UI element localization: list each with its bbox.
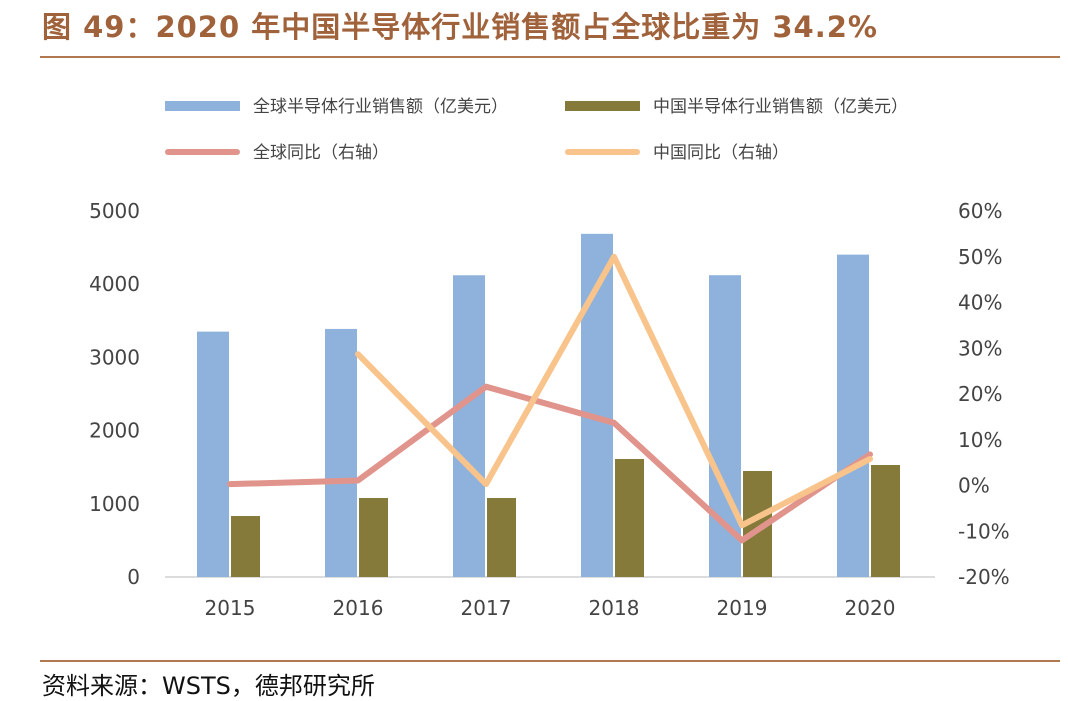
right-tick-label: -10% xyxy=(958,519,1010,543)
line-china-yoy xyxy=(355,253,873,529)
x-tick-label: 2017 xyxy=(461,596,512,620)
bar-china xyxy=(359,498,388,577)
right-tick-label: 20% xyxy=(958,382,1002,406)
bar-global xyxy=(325,328,357,577)
x-tick-label: 2020 xyxy=(845,596,896,620)
x-tick-label: 2015 xyxy=(205,596,256,620)
legend-label: 全球同比（右轴） xyxy=(253,143,389,163)
x-tick-label: 2016 xyxy=(333,596,384,620)
right-tick-label: 60% xyxy=(958,199,1002,223)
legend-label: 全球半导体行业销售额（亿美元） xyxy=(253,97,508,117)
top-divider xyxy=(40,56,1060,58)
x-tick-label: 2018 xyxy=(589,596,640,620)
left-tick-label: 3000 xyxy=(89,345,140,369)
left-tick-label: 1000 xyxy=(89,492,140,516)
bar-china xyxy=(487,498,516,577)
left-tick-label: 0 xyxy=(127,565,140,589)
source-note: 资料来源：WSTS，德邦研究所 xyxy=(42,672,375,700)
bar-china xyxy=(615,459,644,577)
left-tick-label: 5000 xyxy=(89,199,140,223)
line-global-yoy xyxy=(227,383,873,544)
legend-swatch xyxy=(565,101,640,111)
bar-global xyxy=(837,254,869,577)
legend-swatch xyxy=(165,101,240,111)
figure-title: 图 49：2020 年中国半导体行业销售额占全球比重为 34.2% xyxy=(42,10,878,44)
legend-label: 中国半导体行业销售额（亿美元） xyxy=(653,97,908,117)
bottom-divider xyxy=(40,660,1060,662)
bar-china xyxy=(871,465,900,577)
bar-china xyxy=(231,516,260,577)
right-tick-label: 50% xyxy=(958,245,1002,269)
legend-label: 中国同比（右轴） xyxy=(653,143,789,163)
right-tick-label: -20% xyxy=(958,565,1010,589)
x-tick-label: 2019 xyxy=(717,596,768,620)
right-tick-label: 10% xyxy=(958,428,1002,452)
bar-global xyxy=(453,275,485,577)
left-tick-label: 4000 xyxy=(89,272,140,296)
right-tick-label: 30% xyxy=(958,336,1002,360)
left-tick-label: 2000 xyxy=(89,419,140,443)
right-tick-label: 0% xyxy=(958,474,990,498)
right-tick-label: 40% xyxy=(958,291,1002,315)
bar-global xyxy=(197,331,229,577)
